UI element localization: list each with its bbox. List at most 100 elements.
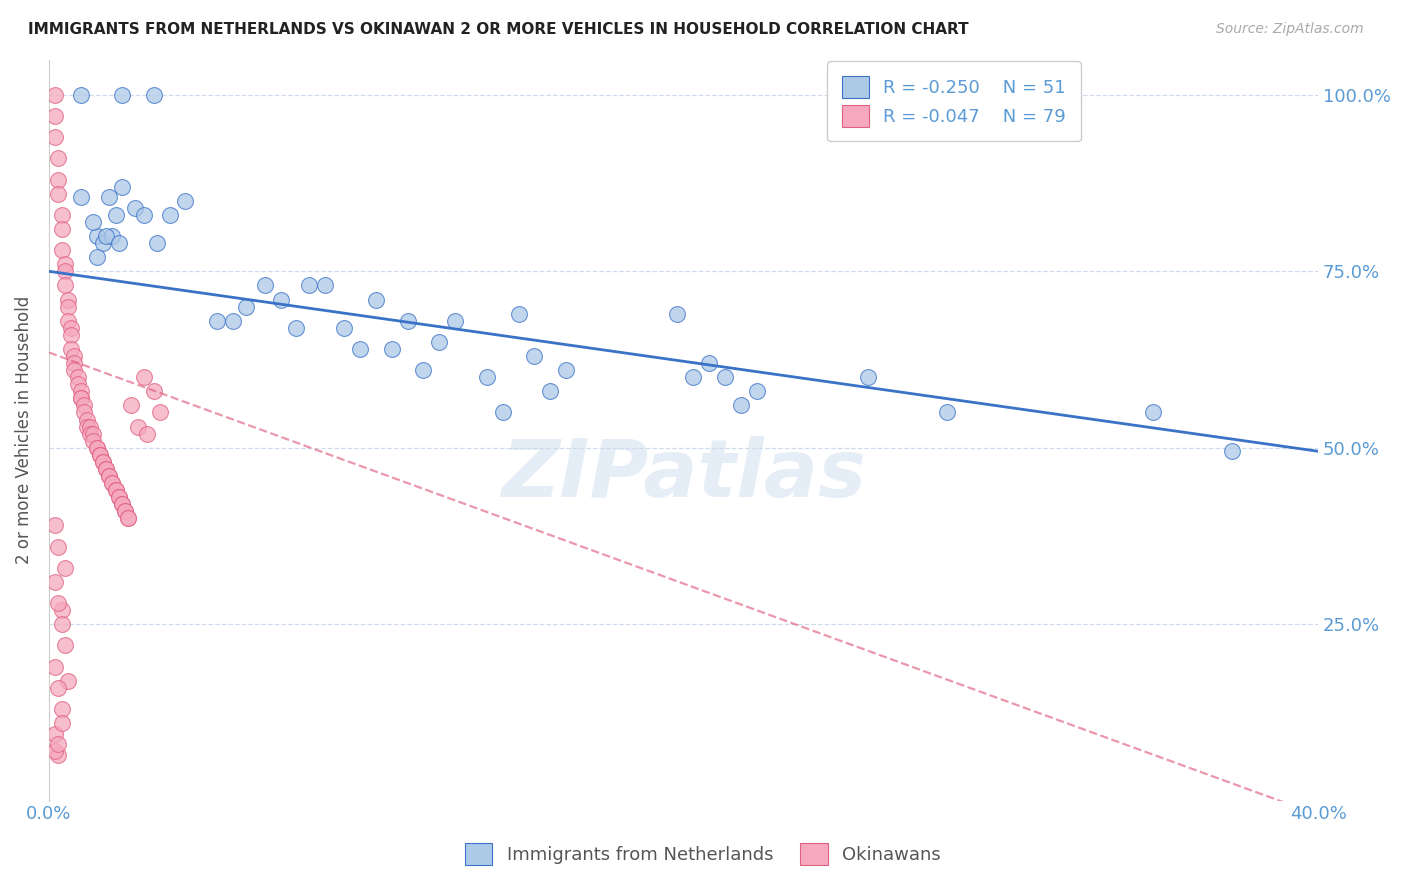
Point (856, 370, 879, 384)
Point (82, 426, 104, 441)
Point (48, 596, 70, 610)
Point (56, 293, 79, 307)
Point (48, 540, 70, 554)
Point (91, 455, 114, 469)
Point (86, 250, 108, 264)
Point (53, 257, 76, 271)
Point (48, 681, 70, 695)
Legend: Immigrants from Netherlands, Okinawans: Immigrants from Netherlands, Okinawans (457, 834, 949, 874)
Point (53, 560, 76, 574)
Point (86, 441, 108, 455)
Point (51, 702, 73, 716)
Point (682, 370, 704, 384)
Point (51, 208, 73, 222)
Point (730, 398, 752, 412)
Point (82, 215, 104, 229)
Point (101, 476, 124, 491)
Point (86, 229, 108, 244)
Point (935, 405, 957, 419)
Point (94, 229, 117, 244)
Point (396, 314, 419, 328)
Point (98, 469, 121, 483)
Point (44, 109, 66, 123)
Point (98, 469, 121, 483)
Point (174, 194, 197, 208)
Point (69, 87, 91, 102)
Point (121, 398, 143, 412)
Point (142, 87, 165, 102)
Point (1142, 405, 1164, 419)
Point (222, 314, 245, 328)
Point (91, 236, 114, 251)
Point (63, 349, 86, 363)
Point (51, 243, 73, 257)
Point (333, 320, 356, 334)
Point (53, 278, 76, 293)
Point (76, 419, 98, 434)
Point (427, 334, 450, 349)
Point (51, 716, 73, 731)
Point (555, 363, 578, 377)
Y-axis label: 2 or more Vehicles in Household: 2 or more Vehicles in Household (15, 296, 32, 565)
Point (508, 307, 530, 321)
Point (104, 208, 127, 222)
Text: IMMIGRANTS FROM NETHERLANDS VS OKINAWAN 2 OR MORE VEHICLES IN HOUSEHOLD CORRELAT: IMMIGRANTS FROM NETHERLANDS VS OKINAWAN … (28, 22, 969, 37)
Point (63, 363, 86, 377)
Point (107, 490, 129, 504)
Point (136, 426, 159, 441)
Point (124, 201, 146, 215)
Point (253, 278, 276, 293)
Point (91, 455, 114, 469)
Point (56, 314, 79, 328)
Point (127, 419, 149, 434)
Point (56, 300, 79, 314)
Point (134, 370, 156, 384)
Point (111, 497, 134, 511)
Point (63, 356, 86, 370)
Point (48, 172, 70, 186)
Text: Source: ZipAtlas.com: Source: ZipAtlas.com (1216, 22, 1364, 37)
Point (538, 384, 561, 399)
Point (53, 264, 76, 278)
Point (111, 497, 134, 511)
Point (142, 384, 165, 399)
Point (44, 87, 66, 102)
Point (73, 405, 96, 419)
Point (159, 208, 181, 222)
Point (53, 638, 76, 652)
Point (48, 747, 70, 762)
Point (79, 426, 101, 441)
Point (114, 504, 136, 518)
Point (89, 448, 111, 462)
Point (412, 363, 434, 377)
Point (69, 384, 91, 399)
Point (44, 574, 66, 589)
Point (48, 737, 70, 751)
Point (523, 349, 546, 363)
Point (745, 384, 768, 399)
Point (101, 476, 124, 491)
Point (1222, 444, 1244, 458)
Point (60, 342, 83, 356)
Point (44, 518, 66, 533)
Point (114, 504, 136, 518)
Point (101, 229, 124, 244)
Point (89, 448, 111, 462)
Point (349, 342, 371, 356)
Point (107, 490, 129, 504)
Point (475, 370, 498, 384)
Point (444, 314, 467, 328)
Point (60, 327, 83, 342)
Point (51, 617, 73, 632)
Point (60, 320, 83, 334)
Point (298, 278, 321, 293)
Point (666, 307, 689, 321)
Point (107, 236, 129, 251)
Point (73, 398, 96, 412)
Point (134, 208, 156, 222)
Point (697, 356, 720, 370)
Point (82, 434, 104, 448)
Point (48, 152, 70, 166)
Point (270, 293, 292, 307)
Point (86, 441, 108, 455)
